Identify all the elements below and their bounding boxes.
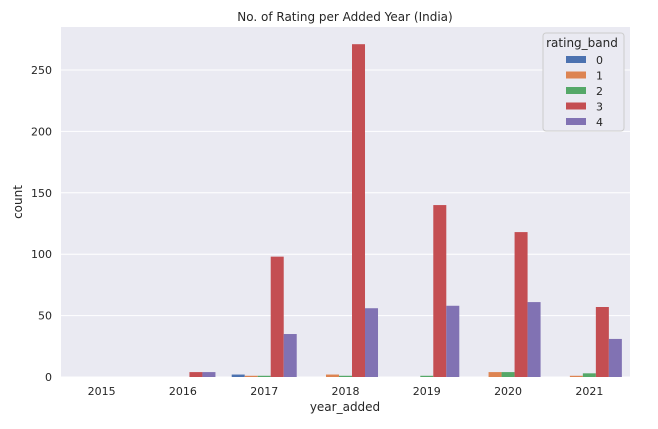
- bar-2019-band-3: [433, 205, 447, 377]
- bar-2016-band-3: [189, 372, 203, 377]
- bar-2017-band-4: [283, 334, 297, 377]
- bar-2019-band-2: [420, 375, 434, 377]
- x-tick-label: 2017: [250, 385, 278, 398]
- legend-label: 2: [596, 85, 603, 98]
- legend-label: 0: [596, 54, 603, 67]
- legend-label: 3: [596, 101, 603, 114]
- bar-2021-band-2: [582, 373, 596, 377]
- bar-2018-band-3: [352, 44, 366, 377]
- legend-box: [542, 32, 625, 132]
- bar-2017-band-3: [270, 256, 284, 377]
- x-tick-label: 2016: [169, 385, 197, 398]
- bars: [189, 44, 622, 377]
- x-axis-ticks: 2015 2016 2017 2018 2019 2020 2021: [88, 385, 604, 398]
- bar-2018-band-2: [338, 375, 353, 377]
- y-tick-label: 250: [31, 64, 52, 77]
- bar-2020-band-3: [514, 232, 528, 377]
- chart-title: No. of Rating per Added Year (India): [237, 10, 452, 24]
- legend-swatch: [566, 118, 586, 125]
- bar-2017-band-2: [257, 375, 271, 377]
- bar-2017-band-1: [244, 375, 258, 377]
- bar-2017-band-0: [231, 374, 245, 377]
- y-tick-label: 100: [31, 248, 52, 261]
- x-tick-label: 2020: [494, 385, 522, 398]
- bar-2020-band-2: [501, 372, 515, 377]
- grid: [61, 69, 630, 378]
- x-tick-label: 2015: [88, 385, 116, 398]
- y-tick-label: 50: [38, 310, 52, 323]
- y-tick-label: 0: [45, 371, 52, 384]
- legend-swatch: [566, 56, 586, 63]
- legend-swatch: [566, 102, 586, 110]
- bar-2020-band-4: [527, 302, 541, 377]
- legend-title: rating_band: [546, 36, 618, 50]
- bar-2021-band-1: [569, 375, 583, 377]
- y-tick-label: 200: [31, 125, 52, 138]
- x-axis-label: year_added: [310, 400, 380, 414]
- bar-2016-band-4: [202, 372, 216, 377]
- legend-swatch: [566, 87, 586, 94]
- legend: rating_band 0 1 2 3 4: [542, 32, 625, 132]
- legend-label: 4: [596, 116, 603, 129]
- x-tick-label: 2021: [575, 385, 603, 398]
- bar-2019-band-4: [446, 305, 460, 377]
- x-tick-label: 2018: [332, 385, 360, 398]
- bar-2021-band-3: [595, 307, 609, 377]
- x-tick-label: 2019: [413, 385, 441, 398]
- bar-2020-band-1: [488, 372, 502, 377]
- bar-2021-band-4: [608, 338, 622, 377]
- y-tick-label: 150: [31, 187, 52, 200]
- legend-swatch: [566, 71, 586, 79]
- bar-2018-band-1: [325, 374, 339, 377]
- y-axis-ticks: 0 50 100 150 200 250: [31, 64, 52, 384]
- y-axis-label: count: [11, 185, 25, 219]
- bar-2018-band-4: [365, 308, 379, 377]
- legend-label: 1: [596, 70, 603, 83]
